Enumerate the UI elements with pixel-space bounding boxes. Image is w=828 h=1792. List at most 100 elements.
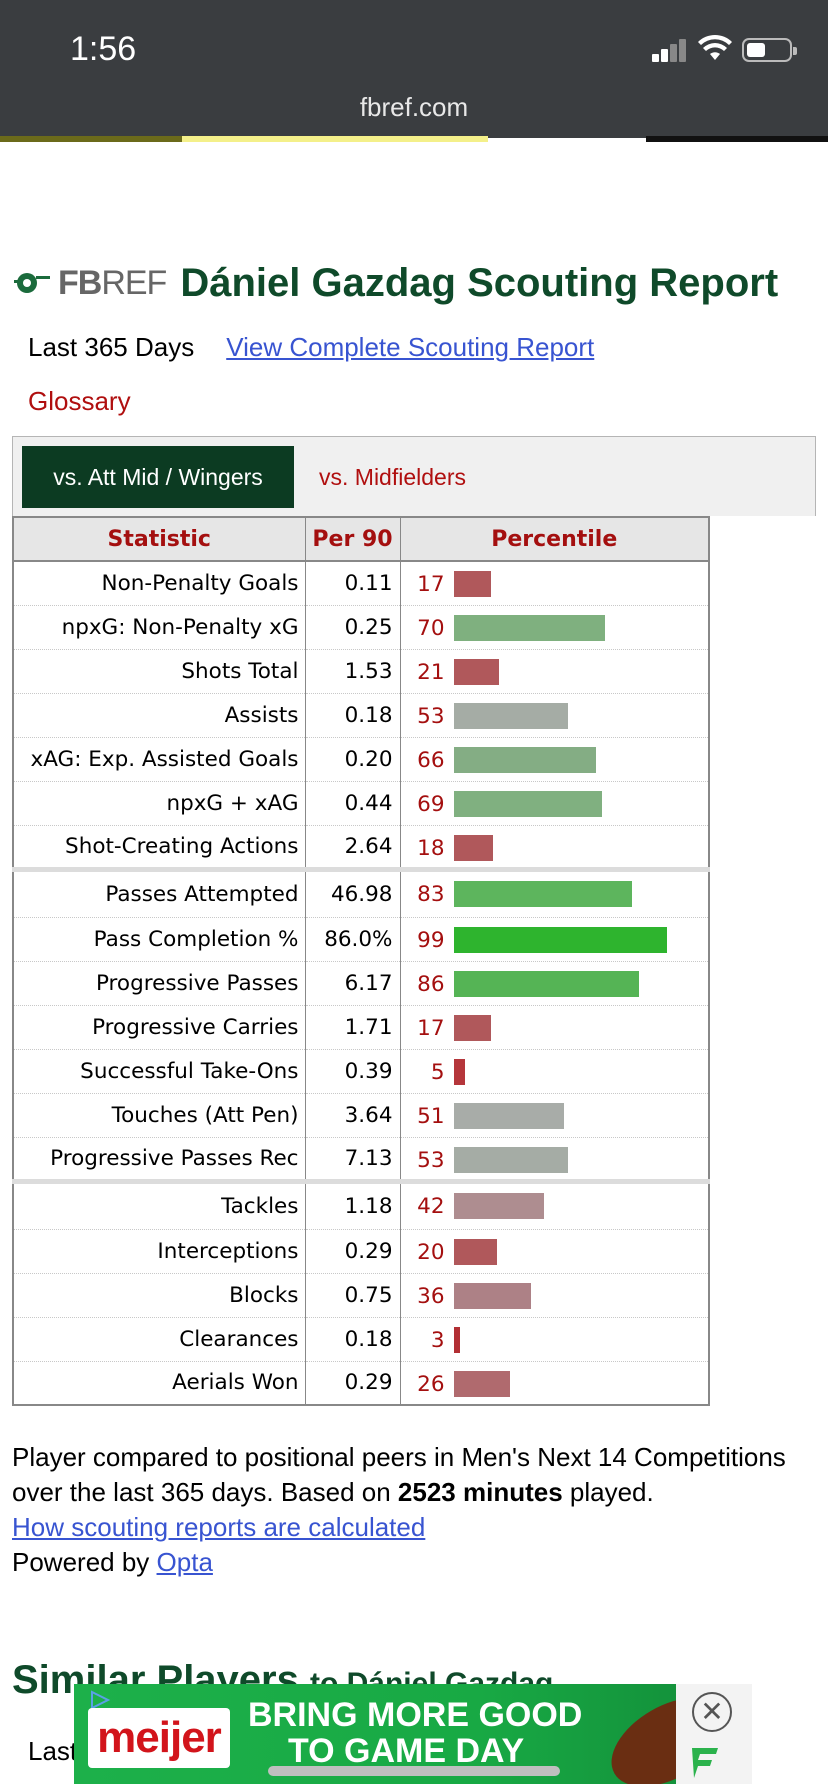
- percentile-value: 36: [417, 1283, 445, 1309]
- per90-value: 0.25: [305, 605, 401, 650]
- similar-period-label: Last: [28, 1736, 78, 1766]
- percentile-bar: [453, 746, 596, 773]
- per90-value: 0.11: [305, 561, 401, 606]
- table-body: Non-Penalty Goals 0.11 17 npxG: Non-Penalty…: [13, 561, 709, 1406]
- comparison-toggle: vs. Att Mid / Wingers vs. Midfielders: [12, 436, 816, 516]
- percentile-bar: [453, 1370, 510, 1397]
- percentile-value: 83: [417, 881, 445, 907]
- period-label: Last 365 Days: [28, 332, 195, 362]
- percentile-bar: [453, 658, 499, 685]
- table-row: xAG: Exp. Assisted Goals 0.20 66: [13, 737, 709, 782]
- view-complete-report-link[interactable]: View Complete Scouting Report: [226, 332, 595, 362]
- table-row: npxG + xAG 0.44 69: [13, 781, 709, 826]
- percentile-value: 18: [417, 835, 445, 861]
- table-row: Blocks 0.75 36: [13, 1273, 709, 1318]
- logo-ball-icon: [14, 273, 50, 293]
- percentile-value: 53: [417, 1147, 445, 1173]
- percentile-cell: 20: [400, 1229, 709, 1274]
- percentile-value: 69: [417, 791, 445, 817]
- stat-name: Shot-Creating Actions: [13, 825, 306, 870]
- how-calculated-link[interactable]: How scouting reports are calculated: [12, 1512, 426, 1542]
- stat-name: Touches (Att Pen): [13, 1093, 306, 1138]
- per90-value: 46.98: [305, 866, 401, 918]
- percentile-cell: 26: [400, 1361, 709, 1406]
- meijer-logo: meijer: [88, 1708, 230, 1768]
- percentile-bar: [453, 571, 491, 597]
- stat-name: Passes Attempted: [13, 866, 306, 918]
- table-row: Aerials Won 0.29 26: [13, 1361, 709, 1406]
- percentile-cell: 42: [400, 1178, 709, 1230]
- note-text-1: Player compared to positional peers in M…: [12, 1442, 786, 1507]
- tab-midfielders[interactable]: vs. Midfielders: [319, 463, 466, 490]
- percentile-cell: 18: [400, 825, 709, 870]
- percentile-value: 17: [417, 572, 445, 597]
- per90-value: 0.75: [305, 1273, 401, 1318]
- per90-value: 0.20: [305, 737, 401, 782]
- percentile-cell: 3: [400, 1317, 709, 1362]
- percentile-cell: 5: [400, 1049, 709, 1094]
- header-per90[interactable]: Per 90: [305, 517, 401, 562]
- percentile-value: 5: [430, 1059, 445, 1085]
- tab-att-mid-wingers[interactable]: vs. Att Mid / Wingers: [22, 446, 294, 508]
- powered-by-label: Powered by: [12, 1547, 157, 1577]
- fbref-logo[interactable]: FB REF: [14, 263, 167, 303]
- header-statistic[interactable]: Statistic: [13, 517, 306, 562]
- per90-value: 0.18: [305, 1317, 401, 1362]
- stat-name: Assists: [13, 693, 306, 738]
- percentile-bar: [453, 970, 639, 997]
- percentile-value: 66: [417, 747, 445, 773]
- battery-icon: [742, 38, 797, 62]
- percentile-cell: 21: [400, 649, 709, 694]
- percentile-cell: 99: [400, 917, 709, 962]
- page-title: Dániel Gazdag Scouting Report: [180, 260, 779, 305]
- table-row: Clearances 0.18 3: [13, 1317, 709, 1362]
- percentile-cell: 51: [400, 1093, 709, 1138]
- note-minutes: 2523 minutes: [397, 1477, 563, 1507]
- per90-value: 1.18: [305, 1178, 401, 1230]
- stat-name: Pass Completion %: [13, 917, 306, 962]
- percentile-cell: 86: [400, 961, 709, 1006]
- ad-close-button[interactable]: ✕: [692, 1692, 732, 1732]
- ad-headline-1: BRING MORE GOOD: [248, 1696, 583, 1734]
- percentile-cell: 83: [400, 866, 709, 918]
- opta-link[interactable]: Opta: [156, 1547, 213, 1577]
- per90-value: 3.64: [305, 1093, 401, 1138]
- table-row: Shot-Creating Actions 2.64 18: [13, 825, 709, 870]
- percentile-value: 42: [417, 1193, 445, 1219]
- ad-feedback-icon[interactable]: [684, 1742, 724, 1782]
- stat-name: Progressive Passes Rec: [13, 1137, 306, 1182]
- url-bar[interactable]: fbref.com: [359, 92, 469, 122]
- table-row: Successful Take-Ons 0.39 5: [13, 1049, 709, 1094]
- stat-name: Interceptions: [13, 1229, 306, 1274]
- stat-name: Blocks: [13, 1273, 306, 1318]
- percentile-value: 17: [417, 1015, 445, 1041]
- per90-value: 0.39: [305, 1049, 401, 1094]
- stat-name: npxG + xAG: [13, 781, 306, 826]
- percentile-value: 70: [417, 615, 445, 641]
- logo-ref-text: REF: [101, 263, 167, 302]
- stat-name: Clearances: [13, 1317, 306, 1362]
- scouting-table: Statistic Per 90 Percentile Non-Penalty …: [12, 516, 710, 1406]
- per90-value: 1.53: [305, 649, 401, 694]
- header-percentile[interactable]: Percentile: [400, 517, 709, 562]
- wifi-icon: [698, 34, 732, 60]
- table-row: npxG: Non-Penalty xG 0.25 70: [13, 605, 709, 650]
- percentile-bar: [453, 1282, 531, 1309]
- glossary-link[interactable]: Glossary: [28, 386, 131, 416]
- table-row: Passes Attempted 46.98 83: [13, 866, 709, 918]
- note-text-2: played.: [562, 1477, 654, 1507]
- table-row: Touches (Att Pen) 3.64 51: [13, 1093, 709, 1138]
- percentile-value: 53: [417, 703, 445, 729]
- subline: Last 365 Days View Complete Scouting Rep…: [28, 332, 594, 363]
- percentile-bar: [453, 1192, 544, 1219]
- percentile-bar: [453, 614, 605, 641]
- table-row: Progressive Passes Rec 7.13 53: [13, 1137, 709, 1182]
- page-header: FB REF Dániel Gazdag Scouting Report: [14, 258, 778, 308]
- adchoices-icon[interactable]: [86, 1690, 114, 1710]
- percentile-value: 26: [417, 1371, 445, 1397]
- percentile-value: 86: [417, 971, 445, 997]
- percentile-bar: [453, 834, 493, 861]
- percentile-bar: [453, 1058, 465, 1085]
- percentile-cell: 70: [400, 605, 709, 650]
- stat-name: Aerials Won: [13, 1361, 306, 1406]
